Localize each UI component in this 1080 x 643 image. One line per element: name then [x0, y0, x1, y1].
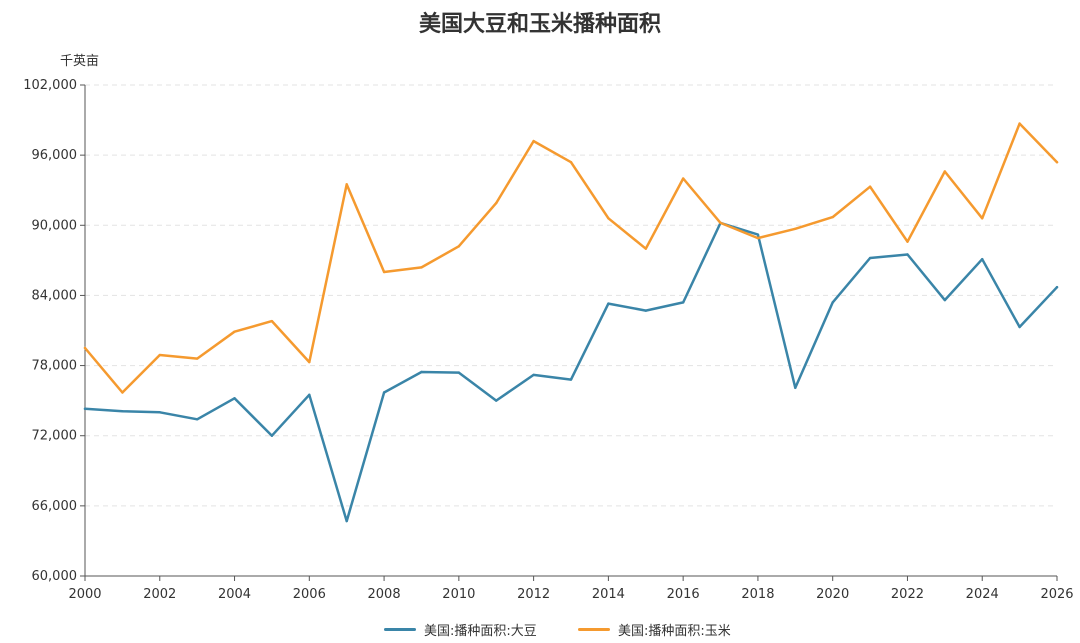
legend-label-soybean: 美国:播种面积:大豆: [424, 624, 537, 639]
data-point-soybean: [345, 519, 348, 523]
data-point-corn: [195, 357, 199, 360]
x-tick-label: 2012: [517, 587, 550, 602]
data-point-corn: [719, 221, 722, 225]
legend-swatch-soybean: [384, 628, 416, 631]
data-series: [83, 122, 1059, 523]
y-tick-label: 102,000: [23, 78, 77, 93]
data-point-soybean: [457, 371, 461, 374]
data-point-corn: [906, 240, 909, 243]
legend-item-soybean[interactable]: 美国:播种面积:大豆: [384, 620, 537, 639]
series-line-soybean: [83, 221, 1059, 523]
data-point-corn: [756, 236, 760, 240]
data-point-soybean: [83, 407, 87, 411]
data-point-corn: [457, 245, 461, 248]
y-tick-label: 90,000: [32, 218, 78, 233]
data-point-corn: [569, 160, 573, 164]
data-point-soybean: [420, 370, 423, 374]
data-point-soybean: [195, 418, 199, 421]
data-point-corn: [607, 217, 610, 220]
chart-title: 美国大豆和玉米播种面积: [418, 12, 661, 37]
data-point-soybean: [607, 302, 610, 305]
data-point-soybean: [981, 257, 984, 261]
x-tick-label: 2004: [218, 587, 251, 602]
data-point-soybean: [906, 253, 909, 256]
legend-swatch-corn: [578, 628, 610, 631]
y-tick-label: 96,000: [32, 148, 78, 163]
data-point-corn: [981, 217, 984, 220]
legend-label-corn: 美国:播种面积:玉米: [618, 624, 731, 639]
x-tick-label: 2010: [442, 587, 475, 602]
data-point-corn: [868, 185, 872, 188]
data-point-soybean: [756, 233, 760, 236]
y-tick-label: 84,000: [32, 288, 78, 303]
data-point-corn: [158, 353, 161, 357]
data-point-corn: [794, 227, 797, 230]
legend: 美国:播种面积:大豆 美国:播种面积:玉米: [0, 620, 1080, 642]
data-point-corn: [1018, 122, 1021, 125]
data-point-soybean: [681, 301, 685, 304]
y-tick-label: 78,000: [32, 359, 78, 374]
x-tick-label: 2018: [741, 587, 774, 602]
x-tick-label: 2024: [966, 587, 999, 602]
grid-lines: [85, 84, 1057, 507]
data-point-soybean: [158, 411, 161, 414]
data-point-corn: [270, 319, 274, 323]
x-tick-label: 2014: [592, 587, 625, 602]
data-point-soybean: [270, 434, 274, 437]
data-point-corn: [233, 330, 236, 333]
x-tick-label: 2000: [68, 587, 101, 602]
data-point-soybean: [233, 397, 236, 400]
x-tick-label: 2008: [368, 587, 401, 602]
data-point-corn: [644, 247, 647, 250]
data-point-soybean: [308, 393, 311, 396]
data-point-soybean: [495, 399, 498, 402]
data-point-corn: [532, 139, 535, 143]
data-point-corn: [831, 215, 834, 219]
x-tick-label: 2020: [816, 587, 849, 602]
data-point-corn: [83, 346, 87, 350]
y-axis-unit-label: 千英亩: [60, 54, 100, 69]
data-point-corn: [681, 177, 685, 180]
x-tick-label: 2016: [667, 587, 700, 602]
legend-item-corn[interactable]: 美国:播种面积:玉米: [578, 620, 731, 639]
data-point-corn: [308, 360, 311, 364]
x-tick-label: 2006: [293, 587, 326, 602]
x-tick-label: 2022: [891, 587, 924, 602]
data-point-soybean: [644, 309, 647, 312]
data-point-corn: [121, 391, 124, 394]
data-point-soybean: [1055, 286, 1059, 289]
data-point-corn: [1055, 160, 1059, 164]
x-tick-label: 2026: [1040, 587, 1073, 602]
data-point-soybean: [569, 378, 573, 381]
y-tick-label: 66,000: [32, 499, 78, 514]
data-point-soybean: [831, 301, 834, 304]
data-point-corn: [420, 266, 423, 269]
axes: 60,000 66,000 72,000 78,000 84,000 90,000 96,0…: [23, 78, 1073, 602]
data-point-soybean: [382, 391, 386, 394]
data-point-soybean: [943, 298, 947, 302]
data-point-corn: [495, 201, 498, 205]
data-point-soybean: [868, 256, 872, 260]
data-point-corn: [382, 270, 386, 274]
data-point-soybean: [532, 373, 535, 377]
data-point-corn: [943, 170, 947, 173]
data-point-soybean: [121, 409, 124, 413]
y-tick-label: 72,000: [32, 429, 78, 444]
y-tick-label: 60,000: [32, 569, 78, 584]
data-point-soybean: [794, 386, 797, 389]
data-point-corn: [345, 183, 348, 186]
data-point-soybean: [1018, 325, 1021, 329]
x-tick-label: 2002: [143, 587, 176, 602]
